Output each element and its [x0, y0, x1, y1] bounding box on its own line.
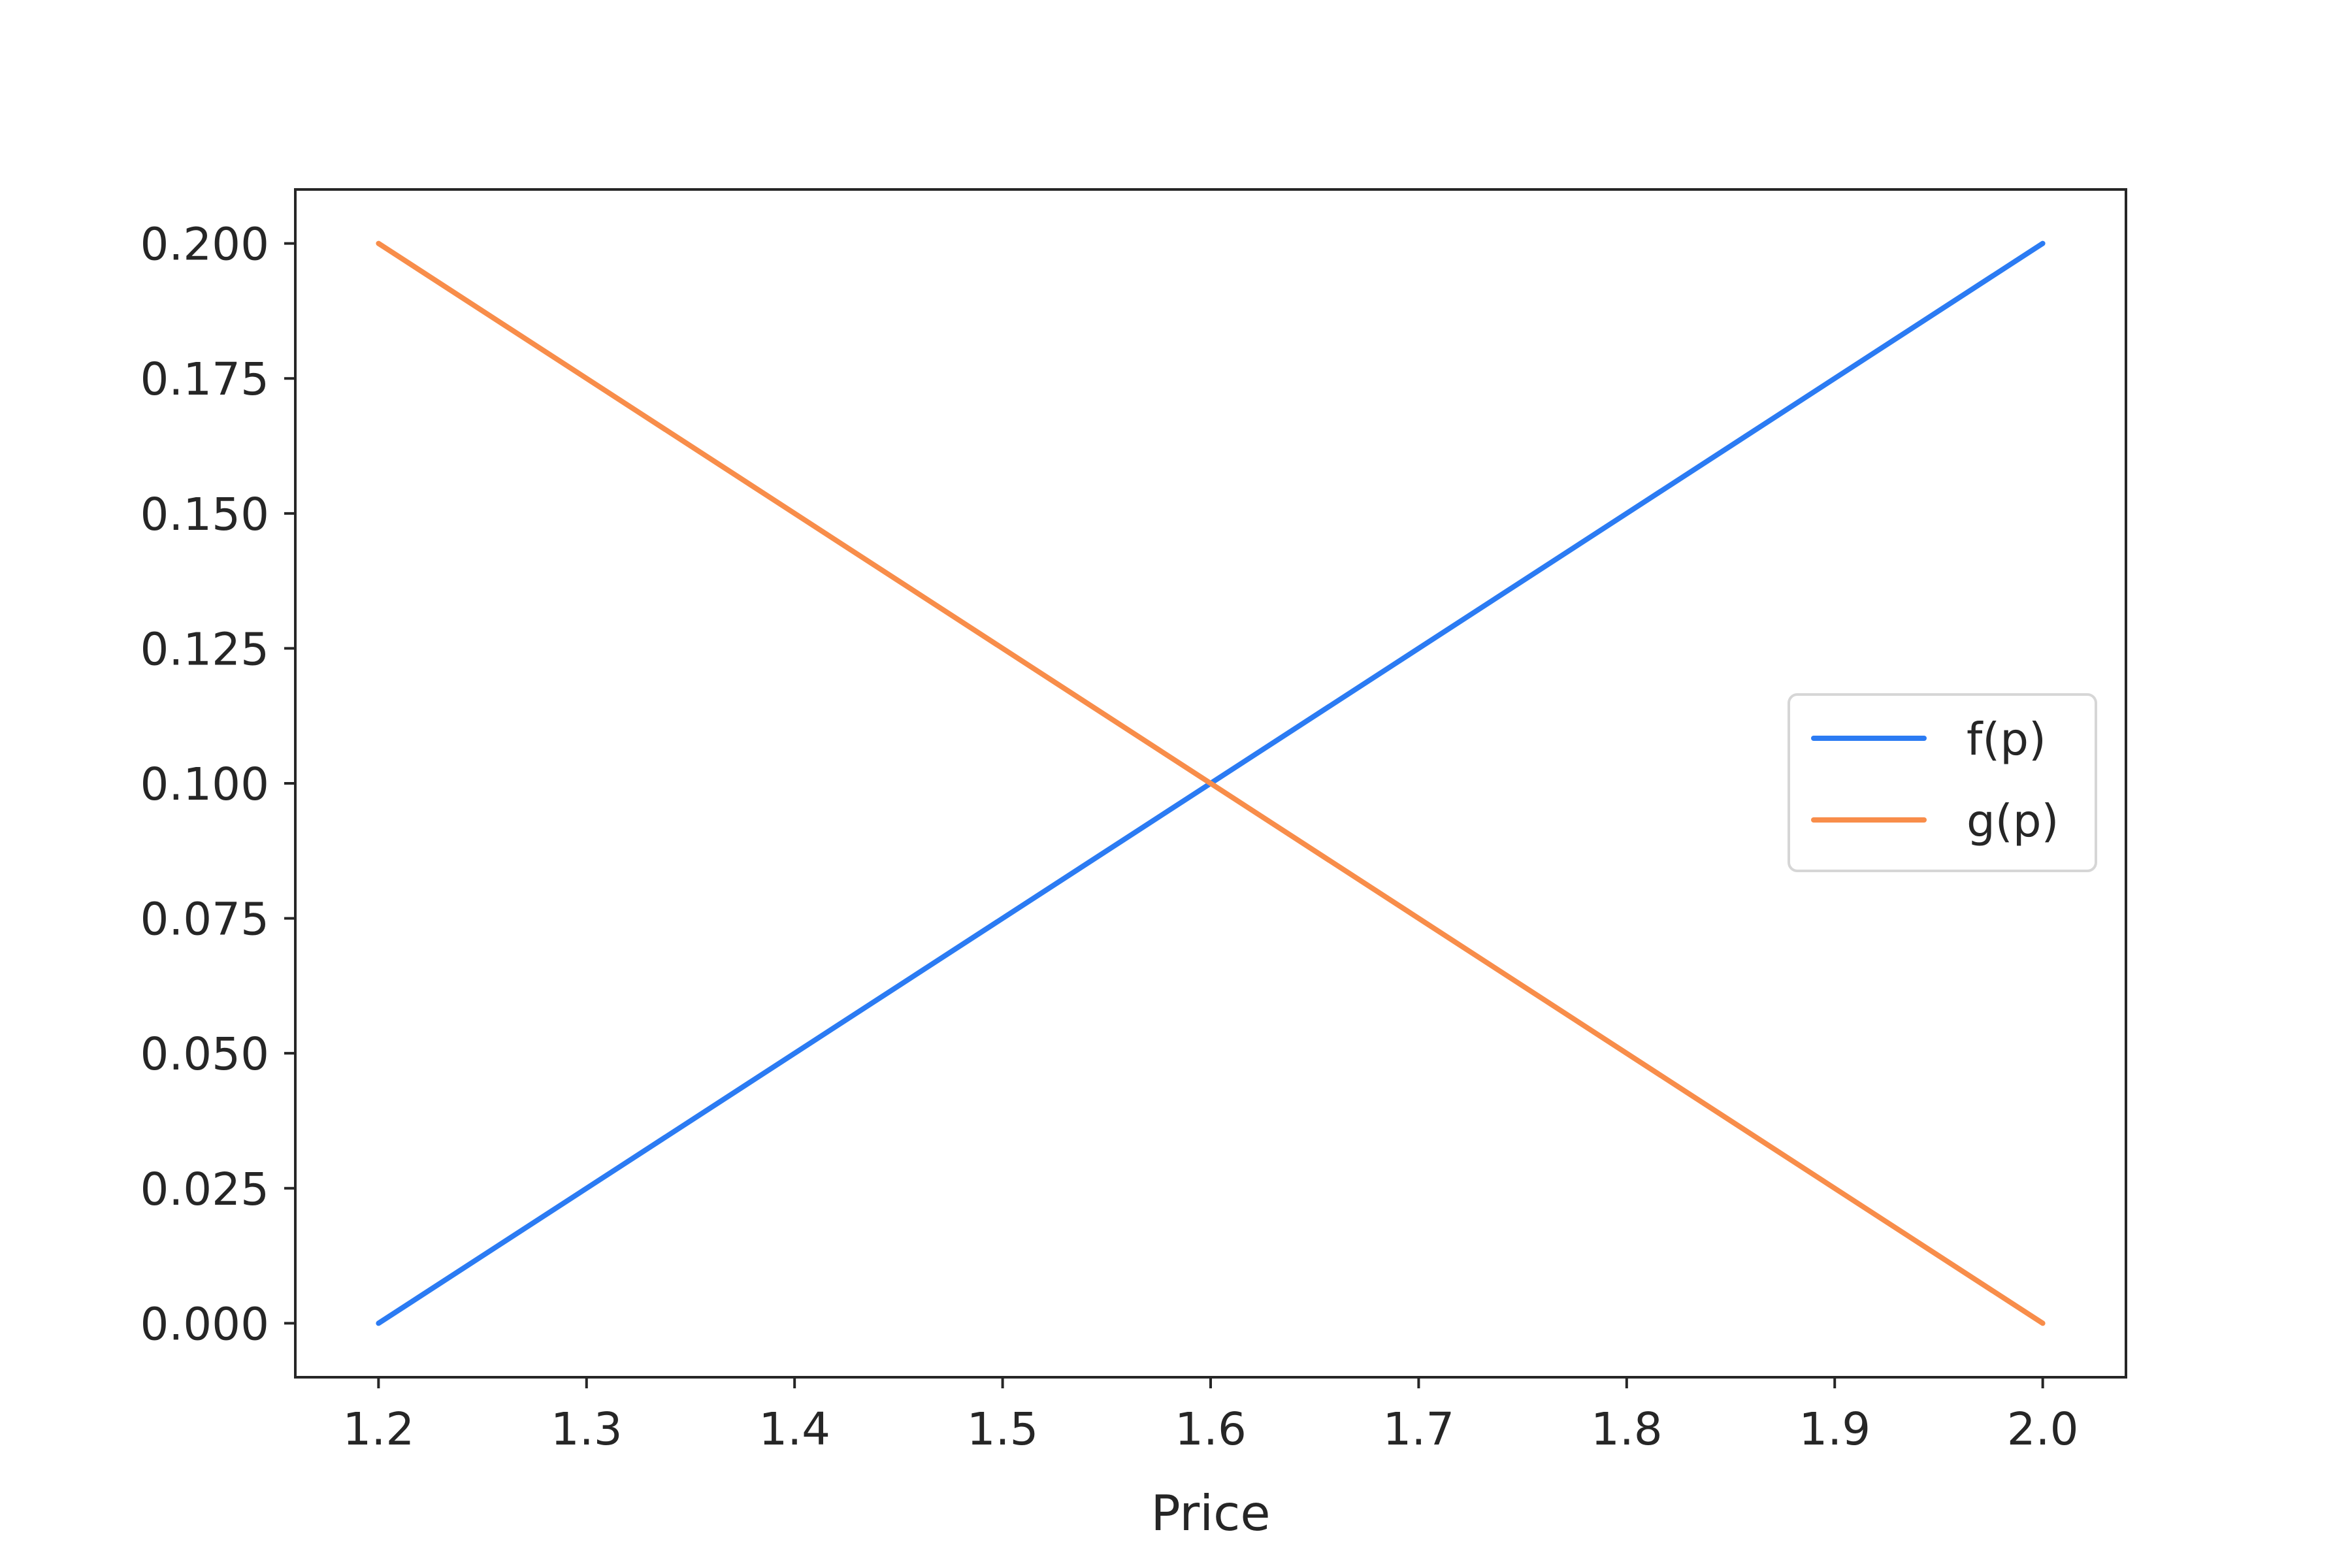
- x-tick-label: 1.3: [551, 1403, 623, 1456]
- x-tick-label: 1.4: [759, 1403, 830, 1456]
- legend-label-g: g(p): [1967, 795, 2059, 847]
- y-tick-label: 0.075: [140, 894, 269, 946]
- series-line-g: [376, 240, 2046, 1326]
- legend: f(p) g(p): [1788, 693, 2097, 872]
- x-tick-label: 1.5: [967, 1403, 1039, 1456]
- y-tick-label: 0.200: [140, 219, 269, 271]
- x-tick-label: 1.7: [1383, 1403, 1455, 1456]
- y-axis: 0.000 0.025 0.050 0.075 0.100 0.125 0.150 0.175…: [140, 219, 295, 1350]
- y-tick-label: 0.100: [140, 759, 269, 811]
- x-tick-label: 1.9: [1799, 1403, 1870, 1456]
- x-tick-label: 1.6: [1175, 1403, 1247, 1456]
- x-tick-label: 2.0: [2007, 1403, 2079, 1456]
- y-tick-label: 0.175: [140, 353, 269, 406]
- y-tick-label: 0.050: [140, 1028, 269, 1081]
- x-axis-label: Price: [1151, 1484, 1271, 1542]
- y-tick-label: 0.025: [140, 1164, 269, 1216]
- series-layer: [376, 240, 2046, 1326]
- x-tick-label: 1.2: [342, 1403, 414, 1456]
- x-axis: 1.2 1.3 1.4 1.5 1.6 1.7 1.8 1.9 2.0: [342, 1377, 2079, 1456]
- y-tick-label: 0.150: [140, 489, 269, 541]
- y-tick-label: 0.125: [140, 623, 269, 676]
- x-tick-label: 1.8: [1591, 1403, 1663, 1456]
- legend-label-f: f(p): [1967, 713, 2046, 766]
- y-tick-label: 0.000: [140, 1298, 269, 1350]
